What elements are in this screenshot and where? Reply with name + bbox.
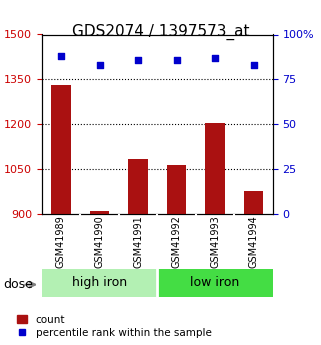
Text: dose: dose xyxy=(3,278,33,291)
Text: GSM41989: GSM41989 xyxy=(56,215,66,268)
Bar xyxy=(205,123,225,214)
Text: GSM41994: GSM41994 xyxy=(248,215,259,268)
Text: low iron: low iron xyxy=(190,276,240,289)
Bar xyxy=(42,269,157,297)
Point xyxy=(213,55,218,61)
Text: GSM41993: GSM41993 xyxy=(210,215,220,268)
Bar xyxy=(128,159,148,214)
Point xyxy=(251,62,256,68)
Bar xyxy=(51,85,71,214)
Legend: count, percentile rank within the sample: count, percentile rank within the sample xyxy=(15,313,214,340)
Text: high iron: high iron xyxy=(72,276,127,289)
Bar xyxy=(167,165,186,214)
Text: GSM41992: GSM41992 xyxy=(171,215,182,268)
Point xyxy=(174,57,179,62)
Bar xyxy=(90,211,109,214)
Text: GDS2074 / 1397573_at: GDS2074 / 1397573_at xyxy=(72,24,249,40)
Point xyxy=(97,62,102,68)
Point xyxy=(58,53,64,59)
Bar xyxy=(244,191,263,214)
Text: GSM41991: GSM41991 xyxy=(133,215,143,268)
Text: GSM41990: GSM41990 xyxy=(94,215,105,268)
Point xyxy=(135,57,141,62)
Bar xyxy=(157,269,273,297)
